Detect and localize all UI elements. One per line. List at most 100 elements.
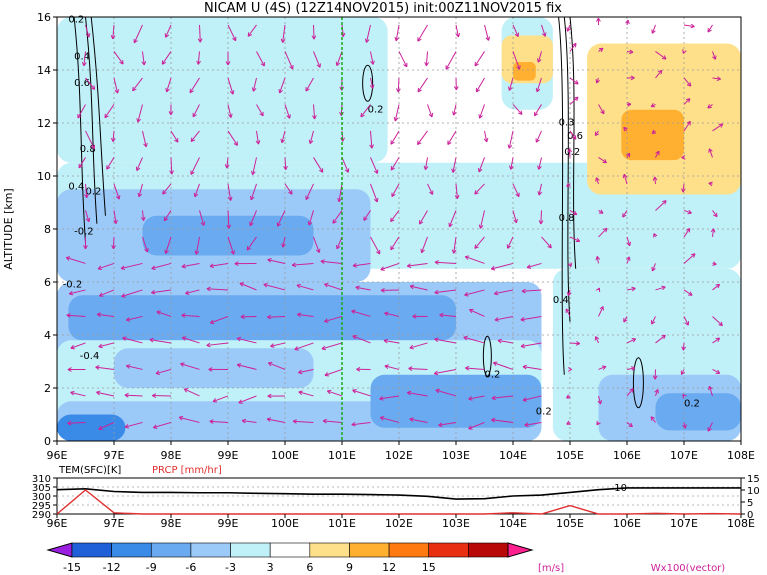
ts-x-tick-label: 108E: [727, 517, 755, 530]
wind-arrow: [683, 289, 693, 296]
wind-arrow-head: [707, 29, 712, 33]
wind-arrow-head: [497, 338, 502, 341]
wind-arrow-head: [143, 143, 147, 148]
wind-arrow-head: [652, 268, 656, 272]
wind-arrow-head: [439, 312, 444, 316]
wind-arrow-head: [384, 364, 389, 367]
ts-x-tick-label: 101E: [328, 517, 356, 530]
wind-arrow-head: [447, 142, 452, 145]
wind-arrow-head: [689, 291, 693, 296]
wind-arrow-head: [690, 253, 696, 256]
wind-arrow: [112, 236, 115, 249]
wind-arrow-head: [208, 367, 213, 370]
wind-arrow: [468, 421, 485, 430]
wind-arrow-head: [171, 170, 174, 175]
wind-arrow: [651, 316, 656, 325]
wind-arrow-head: [374, 170, 378, 174]
wind-arrow: [569, 236, 580, 242]
wind-arrow: [435, 261, 457, 264]
field-patch-14: [57, 414, 126, 441]
wind-arrow-head: [351, 309, 356, 312]
wind-arrow-head: [464, 292, 468, 296]
wind-arrow-head: [369, 144, 373, 149]
wind-arrow: [494, 315, 514, 321]
wind-arrow: [227, 130, 238, 146]
wind-arrow-head: [95, 366, 100, 370]
wind-arrow: [305, 183, 314, 200]
wind-arrow: [120, 262, 143, 269]
wind-arrow-head: [395, 37, 400, 42]
wind-arrow: [683, 121, 691, 132]
wind-arrow-head: [296, 313, 301, 318]
wind-arrow: [534, 104, 542, 117]
wind-arrow-head: [81, 61, 85, 67]
wind-arrow-head: [149, 339, 154, 343]
contour-line-2: [90, 16, 106, 216]
wind-arrow-head: [629, 49, 634, 53]
wind-arrow: [323, 420, 343, 423]
wind-arrow-head: [451, 168, 454, 173]
ts-x-tick-label: 102E: [385, 517, 413, 530]
colorbar-label: 15: [422, 561, 436, 574]
wind-arrow: [598, 104, 605, 115]
wind-arrow-head: [626, 256, 630, 260]
wind-arrow: [655, 69, 663, 79]
wind-arrow-head: [267, 259, 272, 263]
wind-arrow: [227, 77, 234, 95]
wind-arrow-head: [478, 168, 483, 173]
wind-arrow-head: [351, 421, 356, 426]
field-patch-0: [57, 17, 388, 163]
wind-arrow-head: [688, 98, 691, 103]
wind-arrow-head: [277, 223, 282, 227]
wind-arrow: [712, 369, 721, 374]
wind-arrow-head: [469, 309, 473, 314]
x-tick-label: 101E: [328, 449, 356, 462]
wind-arrow-head: [520, 345, 525, 349]
wind-arrow: [380, 416, 400, 423]
wind-arrow: [682, 183, 685, 193]
y-axis-label: ALTITUDE [km]: [2, 188, 15, 269]
wind-arrow-head: [595, 79, 598, 84]
wind-arrow-head: [98, 425, 102, 430]
wind-arrow-head: [97, 312, 102, 315]
wind-arrow-head: [622, 174, 625, 179]
wind-arrow-head: [650, 416, 653, 421]
wind-arrow-head: [240, 314, 245, 318]
wind-arrow-head: [144, 248, 148, 253]
wind-arrow: [484, 130, 488, 143]
wind-arrow-head: [149, 337, 154, 341]
wind-arrow: [435, 389, 457, 397]
wind-arrow-head: [267, 257, 272, 261]
wind-arrow-head: [230, 196, 233, 201]
wind-arrow: [149, 339, 172, 344]
wind-arrow: [510, 157, 514, 170]
wind-arrow-head: [136, 167, 141, 171]
contour-label: 0.2: [536, 407, 552, 418]
wind-arrow-head: [693, 253, 696, 258]
wind-arrow: [491, 395, 514, 399]
wind-arrow-head: [524, 424, 529, 428]
wind-arrow: [535, 130, 542, 143]
wind-arrow-head: [84, 194, 88, 199]
wind-arrow-head: [453, 86, 457, 91]
wind-arrow-head: [126, 319, 131, 322]
wind-arrow-head: [70, 391, 74, 396]
wind-arrow-head: [491, 417, 496, 421]
wind-arrow-head: [67, 367, 72, 370]
wind-arrow-head: [119, 61, 124, 65]
wind-arrow: [85, 130, 95, 149]
wind-arrow-head: [298, 372, 303, 375]
wind-arrow: [212, 395, 229, 403]
wind-arrow: [474, 236, 485, 249]
field-warm-3: [621, 109, 684, 161]
wind-arrow-head: [164, 218, 169, 222]
wind-arrow-head: [629, 51, 634, 55]
wind-arrow: [434, 289, 457, 294]
wind-arrow-head: [630, 422, 633, 427]
wind-arrow-head: [224, 164, 228, 169]
wind-arrow-head: [279, 89, 283, 94]
wind-arrow: [626, 367, 636, 370]
wind-arrow-head: [567, 148, 570, 153]
colorbar-label: -6: [185, 561, 196, 574]
